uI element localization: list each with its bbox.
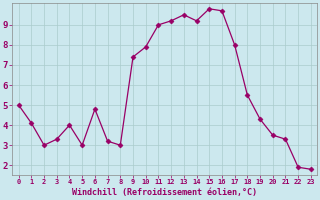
X-axis label: Windchill (Refroidissement éolien,°C): Windchill (Refroidissement éolien,°C) bbox=[72, 188, 257, 197]
